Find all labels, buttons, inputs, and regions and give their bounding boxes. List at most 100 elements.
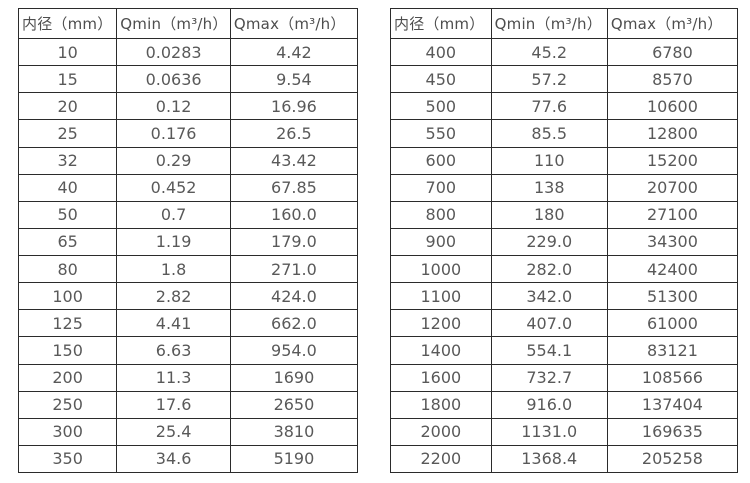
table-cell: 732.7 <box>490 363 608 392</box>
table-cell: 4.42 <box>229 37 359 67</box>
table-row: 500 77.6 10600 <box>390 92 739 121</box>
table-cell: 108566 <box>606 363 739 392</box>
table-cell: 34.6 <box>116 444 231 474</box>
table-row: 700 138 20700 <box>390 173 739 202</box>
table-cell: 2.82 <box>116 282 231 311</box>
table-row: 50 0.7 160.0 <box>17 200 359 229</box>
table-cell: 180 <box>490 200 608 229</box>
table-cell: 4.41 <box>116 309 231 338</box>
table-cell: 25 <box>17 119 118 148</box>
table-cell: 350 <box>17 444 118 474</box>
table-body: 400 45.2 6780 450 57.2 8570 500 77.6 10600 550 85.… <box>390 37 739 474</box>
table-row: 1400 554.1 83121 <box>390 336 739 365</box>
table-cell: 0.12 <box>116 92 231 121</box>
column-header-inner-diameter: 内径（mm） <box>390 8 492 39</box>
table-cell: 1800 <box>390 390 492 419</box>
table-cell: 282.0 <box>490 254 608 284</box>
table-cell: 32 <box>17 146 118 175</box>
table-body: 10 0.0283 4.42 15 0.0636 9.54 20 0.12 16.96 25 0.1… <box>17 37 359 474</box>
table-row: 65 1.19 179.0 <box>17 227 359 257</box>
table-cell: 916.0 <box>490 390 608 419</box>
table-cell: 250 <box>17 390 118 419</box>
table-cell: 0.29 <box>116 146 231 175</box>
table-cell: 1368.4 <box>490 444 608 474</box>
table-cell: 900 <box>390 227 492 257</box>
table-cell: 2200 <box>390 444 492 474</box>
table-header: 内径（mm） Qmin（m³/h） Qmax（m³/h） <box>390 8 739 39</box>
table-cell: 26.5 <box>229 119 359 148</box>
table-row: 400 45.2 6780 <box>390 37 739 67</box>
table-cell: 500 <box>390 92 492 121</box>
table-cell: 15 <box>17 65 118 94</box>
table-cell: 205258 <box>606 444 739 474</box>
table-cell: 662.0 <box>229 309 359 338</box>
table-cell: 1690 <box>229 363 359 392</box>
table-row: 2000 1131.0 169635 <box>390 417 739 446</box>
table-cell: 0.7 <box>116 200 231 229</box>
table-cell: 100 <box>17 282 118 311</box>
table-cell: 450 <box>390 65 492 94</box>
column-header-qmax: Qmax（m³/h） <box>229 8 359 39</box>
table-cell: 50 <box>17 200 118 229</box>
table-cell: 83121 <box>606 336 739 365</box>
table-cell: 9.54 <box>229 65 359 94</box>
table-cell: 57.2 <box>490 65 608 94</box>
table-cell: 160.0 <box>229 200 359 229</box>
table-cell: 12800 <box>606 119 739 148</box>
table-cell: 407.0 <box>490 309 608 338</box>
table-row: 150 6.63 954.0 <box>17 336 359 365</box>
table-cell: 0.0283 <box>116 37 231 67</box>
table-row: 15 0.0636 9.54 <box>17 65 359 94</box>
table-cell: 1131.0 <box>490 417 608 446</box>
table-row: 550 85.5 12800 <box>390 119 739 148</box>
table-cell: 1400 <box>390 336 492 365</box>
column-header-qmin: Qmin（m³/h） <box>116 8 231 39</box>
table-row: 1100 342.0 51300 <box>390 282 739 311</box>
table-cell: 20700 <box>606 173 739 202</box>
table-row: 125 4.41 662.0 <box>17 309 359 338</box>
table-header: 内径（mm） Qmin（m³/h） Qmax（m³/h） <box>17 8 359 39</box>
table-cell: 1.8 <box>116 254 231 284</box>
table-row: 600 110 15200 <box>390 146 739 175</box>
table-cell: 67.85 <box>229 173 359 202</box>
table-cell: 1100 <box>390 282 492 311</box>
table-row: 2200 1368.4 205258 <box>390 444 739 474</box>
table-cell: 61000 <box>606 309 739 338</box>
header-row: 内径（mm） Qmin（m³/h） Qmax（m³/h） <box>17 8 359 39</box>
table-cell: 80 <box>17 254 118 284</box>
table-cell: 800 <box>390 200 492 229</box>
table-cell: 20 <box>17 92 118 121</box>
table-cell: 138 <box>490 173 608 202</box>
table-cell: 3810 <box>229 417 359 446</box>
table-cell: 10600 <box>606 92 739 121</box>
table-row: 25 0.176 26.5 <box>17 119 359 148</box>
table-cell: 2000 <box>390 417 492 446</box>
table-cell: 125 <box>17 309 118 338</box>
table-cell: 10 <box>17 37 118 67</box>
table-row: 20 0.12 16.96 <box>17 92 359 121</box>
table-cell: 51300 <box>606 282 739 311</box>
table-cell: 110 <box>490 146 608 175</box>
table-cell: 85.5 <box>490 119 608 148</box>
table-cell: 554.1 <box>490 336 608 365</box>
table-cell: 137404 <box>606 390 739 419</box>
table-cell: 15200 <box>606 146 739 175</box>
column-header-qmin: Qmin（m³/h） <box>490 8 608 39</box>
table-cell: 1200 <box>390 309 492 338</box>
table-row: 80 1.8 271.0 <box>17 254 359 284</box>
table-cell: 43.42 <box>229 146 359 175</box>
table-cell: 600 <box>390 146 492 175</box>
large-diameter-flow-table: 内径（mm） Qmin（m³/h） Qmax（m³/h） 400 45.2 6780… <box>390 8 739 474</box>
table-cell: 17.6 <box>116 390 231 419</box>
table-cell: 400 <box>390 37 492 67</box>
table-cell: 16.96 <box>229 92 359 121</box>
table-cell: 77.6 <box>490 92 608 121</box>
table-cell: 1600 <box>390 363 492 392</box>
table-cell: 5190 <box>229 444 359 474</box>
table-cell: 25.4 <box>116 417 231 446</box>
table-cell: 6.63 <box>116 336 231 365</box>
table-cell: 27100 <box>606 200 739 229</box>
table-row: 1000 282.0 42400 <box>390 254 739 284</box>
table-cell: 0.176 <box>116 119 231 148</box>
